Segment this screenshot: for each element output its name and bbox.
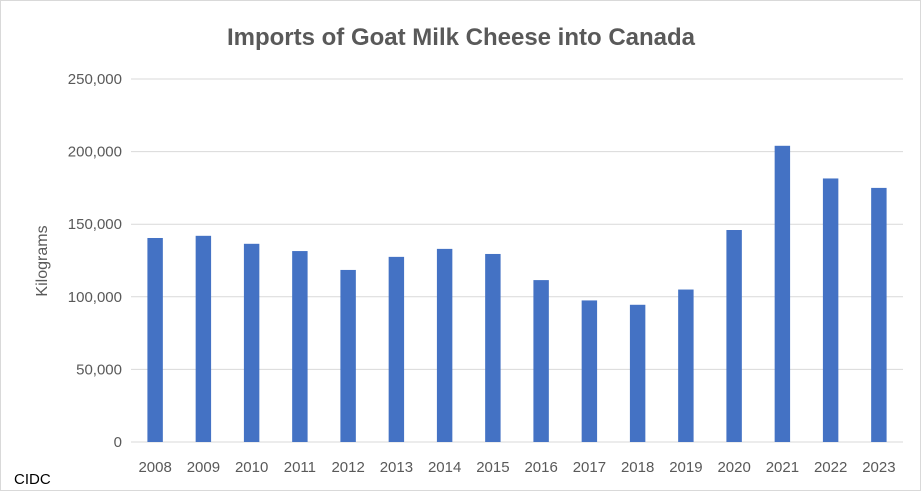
bar-2017 [581, 300, 598, 442]
x-tick-label: 2023 [862, 459, 895, 476]
y-tick-label: 250,000 [68, 71, 122, 88]
chart-title: Imports of Goat Milk Cheese into Canada [227, 24, 696, 51]
bar-2012 [340, 269, 356, 442]
gridlines [131, 78, 903, 443]
x-tick-label: 2022 [814, 459, 847, 476]
bar-2023 [871, 187, 887, 442]
bar-2010 [243, 243, 260, 442]
y-tick-label: 100,000 [68, 289, 122, 306]
x-tick-label: 2021 [766, 459, 799, 476]
bar-2019 [678, 289, 694, 442]
bar-2011 [292, 251, 308, 442]
x-tick-label: 2019 [669, 459, 702, 476]
x-tick-label: 2020 [717, 459, 750, 476]
bar-2014 [436, 248, 453, 442]
bar-2016 [533, 280, 549, 442]
bar-2018 [629, 304, 646, 442]
bar-2022 [822, 178, 839, 442]
x-tick-label: 2014 [428, 459, 461, 476]
bars [147, 145, 887, 443]
y-tick-label: 200,000 [68, 144, 122, 161]
x-tick-label: 2010 [235, 459, 268, 476]
bar-2013 [388, 256, 405, 442]
x-axis-ticks: 2008 2009 2010 2011 2012 2013 2014 2015 2016 2017… [138, 459, 895, 476]
y-tick-label: 150,000 [68, 216, 122, 233]
x-tick-label: 2012 [331, 459, 364, 476]
source-note: CIDC [14, 471, 51, 488]
bar-2020 [726, 230, 742, 442]
x-tick-label: 2017 [573, 459, 606, 476]
y-tick-label: 0 [114, 434, 122, 451]
x-tick-label: 2009 [187, 459, 220, 476]
bar-2009 [195, 235, 212, 442]
x-tick-label: 2015 [476, 459, 509, 476]
bar-2008 [147, 237, 163, 442]
x-tick-label: 2011 [284, 459, 316, 476]
bar-2015 [485, 253, 501, 442]
bar-2021 [774, 145, 791, 443]
y-tick-label: 50,000 [76, 361, 122, 378]
x-tick-label: 2018 [621, 459, 654, 476]
x-tick-label: 2016 [524, 459, 557, 476]
x-tick-label: 2008 [138, 459, 171, 476]
y-axis-ticks: 0 50,000 100,000 150,000 200,000 250,000 [68, 71, 122, 451]
x-tick-label: 2013 [380, 459, 413, 476]
y-axis-label: Kilograms [34, 225, 51, 296]
